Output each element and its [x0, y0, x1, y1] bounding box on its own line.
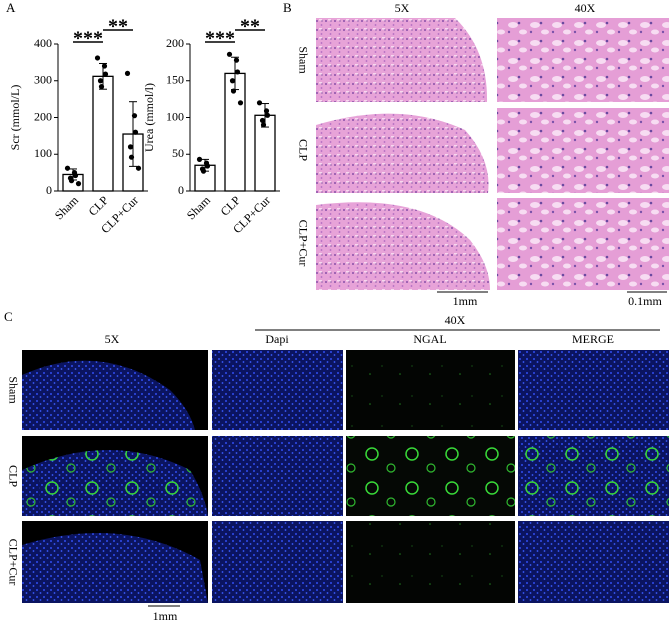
data-point — [131, 113, 138, 119]
row-label: CLP — [296, 139, 310, 161]
y-tick-label: 400 — [34, 36, 52, 50]
micrograph — [497, 198, 669, 290]
column-header: Dapi — [265, 332, 289, 346]
data-point — [127, 144, 134, 150]
column-header: NGAL — [413, 332, 446, 346]
panel-label: A — [6, 0, 16, 15]
data-point — [98, 84, 105, 90]
data-point — [259, 117, 266, 124]
significance: ** — [240, 16, 260, 38]
y-tick-label: 50 — [172, 146, 184, 160]
data-point — [196, 156, 203, 162]
micrograph — [346, 436, 515, 516]
data-point — [72, 172, 79, 179]
significance: *** — [73, 28, 103, 50]
data-point — [226, 51, 233, 57]
row-label: Sham — [6, 376, 20, 404]
data-point — [229, 78, 236, 84]
significance: *** — [205, 28, 235, 50]
data-point — [200, 168, 207, 174]
y-tick-label: 100 — [34, 146, 52, 160]
y-tick-label: 0 — [178, 183, 184, 197]
column-header: 40X — [575, 1, 596, 15]
data-point — [97, 78, 104, 84]
y-axis-label: Scr (mmol/L) — [8, 85, 22, 151]
x-tick-label: Sham — [52, 193, 82, 223]
scale-label: 1mm — [453, 294, 478, 308]
y-tick-label: 100 — [166, 109, 184, 123]
scale-label: 1mm — [153, 609, 178, 623]
row-label: Sham — [296, 46, 310, 74]
micrograph — [346, 350, 515, 430]
y-tick-label: 0 — [46, 183, 52, 197]
data-point — [230, 88, 237, 94]
x-tick-label: Sham — [184, 193, 214, 223]
data-point — [128, 154, 135, 160]
micrograph — [212, 350, 343, 430]
y-tick-label: 150 — [166, 73, 184, 87]
micrograph — [316, 202, 490, 290]
data-point — [101, 63, 108, 69]
micrograph — [497, 18, 669, 102]
y-axis-label: Urea (mmol/l) — [142, 83, 156, 152]
micrograph — [212, 521, 343, 603]
data-point — [132, 129, 139, 135]
data-point — [256, 100, 263, 106]
data-point — [234, 69, 241, 75]
panel-label: C — [4, 309, 13, 324]
row-label: CLP — [6, 465, 20, 487]
data-point — [237, 100, 244, 106]
data-point — [264, 112, 271, 118]
micrograph — [518, 350, 669, 430]
data-point — [233, 57, 240, 63]
micrograph — [22, 533, 208, 603]
row-label: CLP+Cur — [296, 220, 310, 267]
x-tick-label: CLP — [218, 193, 244, 219]
micrograph — [346, 521, 515, 603]
micrograph — [518, 436, 669, 516]
column-header: 5X — [395, 1, 410, 15]
micrograph — [497, 108, 669, 193]
micrograph — [22, 450, 208, 516]
y-tick-label: 200 — [166, 36, 184, 50]
micrograph — [518, 521, 669, 603]
data-point — [102, 71, 109, 77]
micrograph — [316, 18, 488, 102]
data-point — [124, 70, 131, 76]
micrograph — [212, 436, 343, 516]
column-header: MERGE — [572, 332, 614, 346]
data-point — [135, 165, 142, 171]
y-tick-label: 300 — [34, 73, 52, 87]
micrograph — [316, 113, 489, 193]
data-point — [64, 165, 71, 171]
data-point — [263, 108, 270, 114]
data-point — [204, 163, 211, 169]
data-point — [75, 181, 82, 187]
data-point — [260, 122, 267, 128]
group-label: 40X — [445, 313, 466, 327]
significance: ** — [108, 16, 128, 38]
panel-label: B — [283, 0, 292, 15]
micrograph — [22, 360, 195, 430]
scale-label: 0.1mm — [628, 294, 662, 308]
y-tick-label: 200 — [34, 109, 52, 123]
row-label: CLP+Cur — [6, 539, 20, 586]
data-point — [94, 55, 101, 61]
column-header: 5X — [105, 332, 120, 346]
bar — [92, 75, 114, 192]
x-tick-label: CLP — [86, 193, 112, 219]
data-point — [68, 178, 75, 184]
